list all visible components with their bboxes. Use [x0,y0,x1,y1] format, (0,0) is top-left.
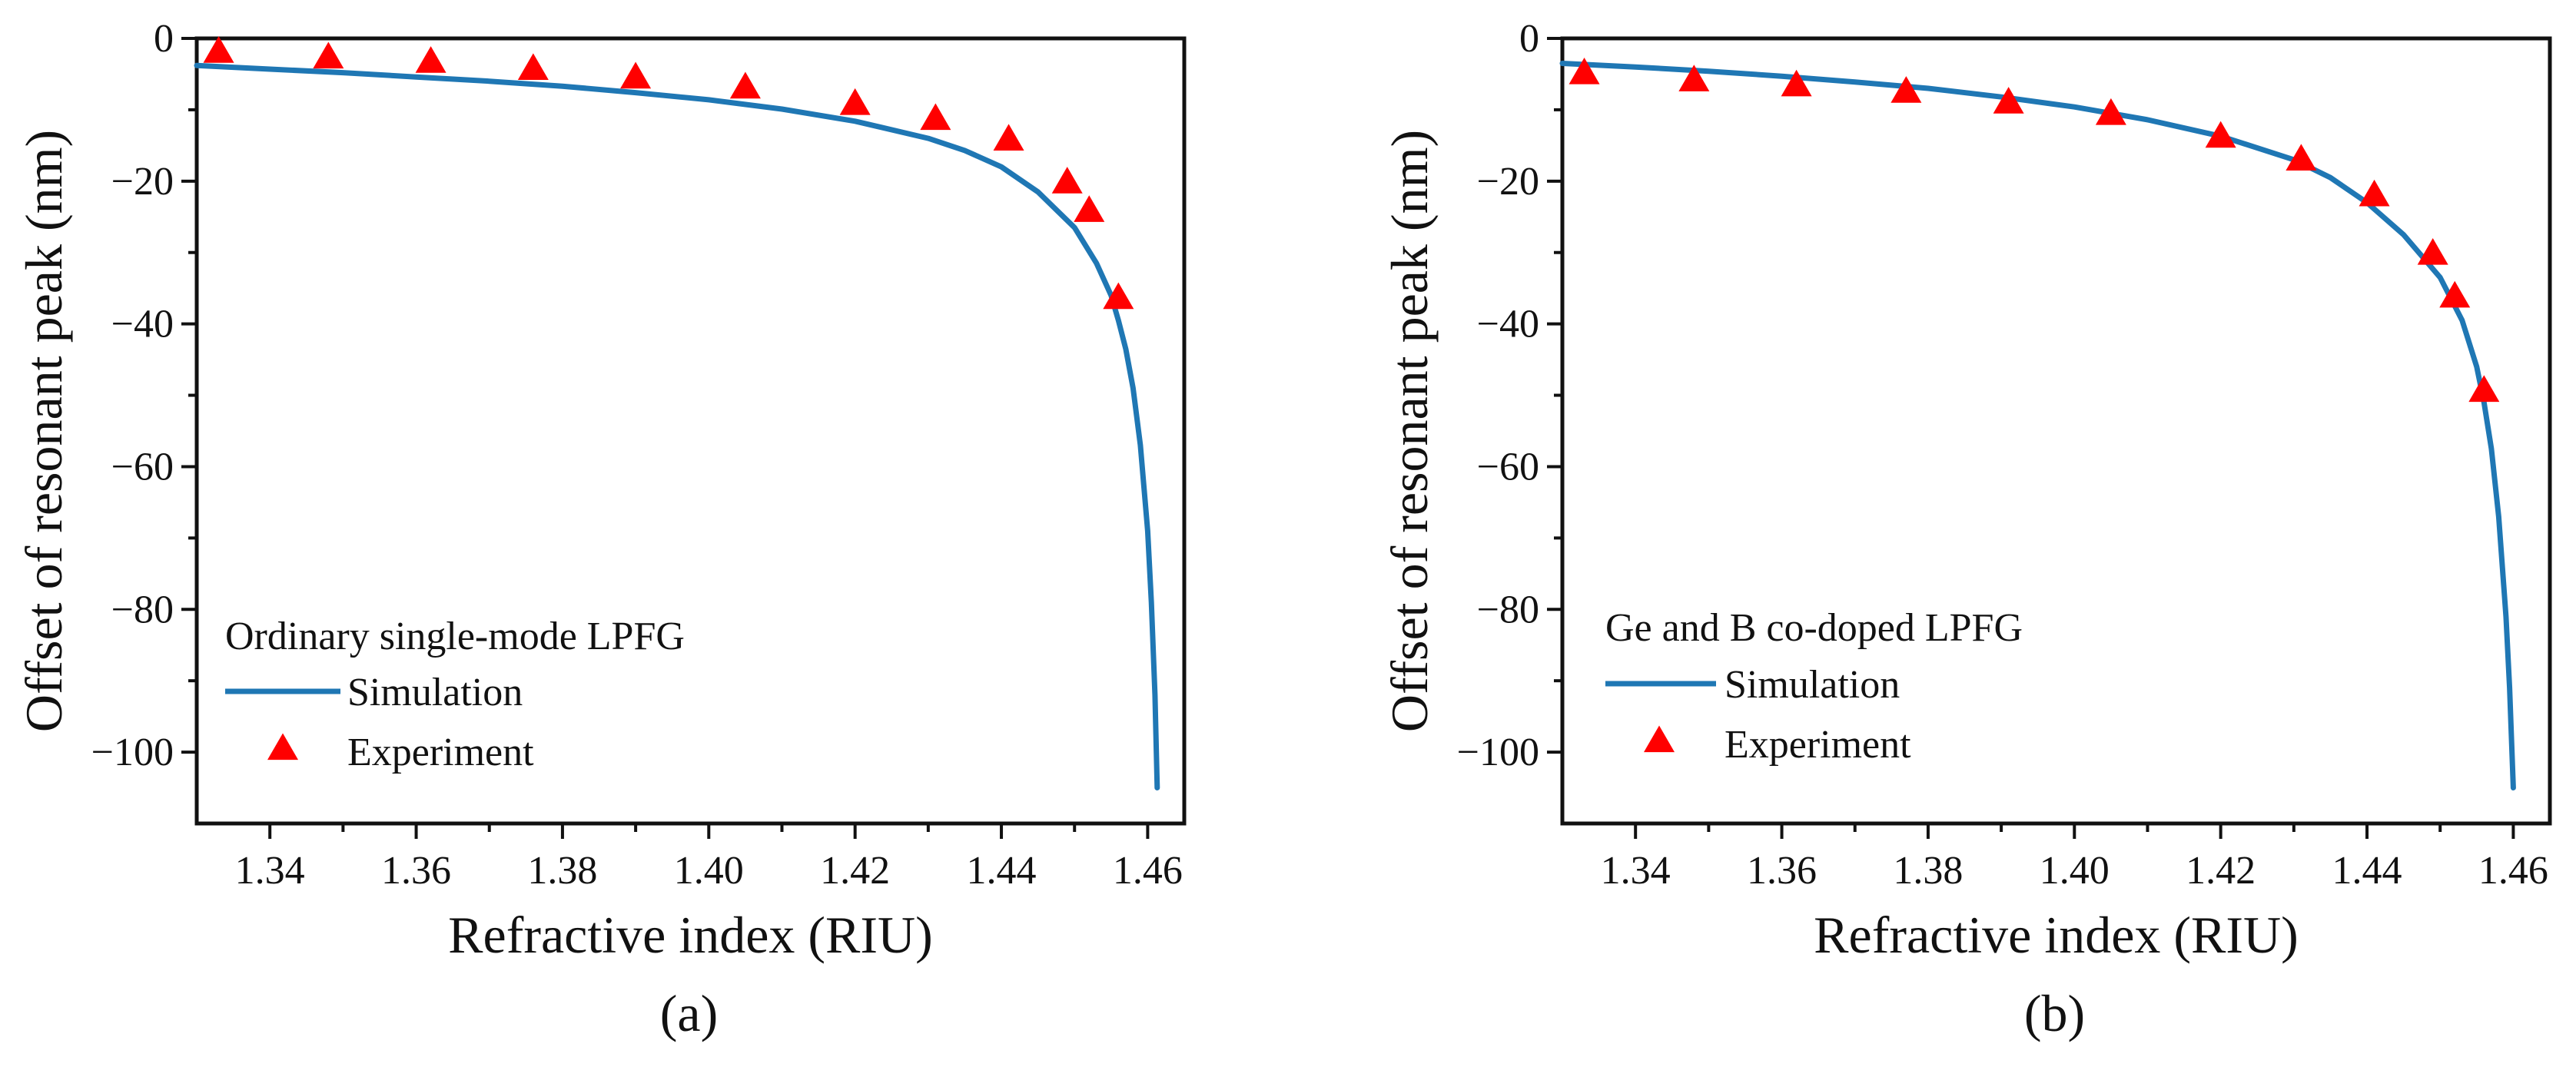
experiment-point-b [2286,144,2317,171]
experiment-point-a [839,88,871,115]
legend-triangle-swatch-a [267,733,298,760]
experiment-point-b [1993,87,2024,114]
experiment-point-a [313,41,344,69]
x-tick-label-b: 1.36 [1747,849,1817,893]
y-tick-label-a: −60 [111,445,174,489]
legend-experiment-label-a: Experiment [347,731,534,774]
experiment-point-a [517,53,549,81]
experiment-point-a [620,61,652,89]
y-tick-label-b: 0 [1519,17,1539,61]
x-tick-label-a: 1.36 [381,849,451,893]
y-tick-label-a: −20 [111,160,174,204]
y-tick-label-b: −60 [1477,445,1539,489]
panel-label-b: (b) [2024,984,2085,1042]
y-tick-label-a: 0 [154,17,174,61]
y-tick-label-b: −40 [1477,303,1539,346]
experiment-point-b [1891,76,1922,103]
experiment-point-b [1678,65,1710,91]
experiment-point-b [2359,179,2390,207]
y-axis-label-a: Offset of resonant peak (nm) [15,130,73,732]
legend-title-a: Ordinary single-mode LPFG [225,615,685,658]
x-tick-label-a: 1.42 [820,849,890,893]
x-tick-label-b: 1.34 [1601,849,1671,893]
x-tick-label-b: 1.44 [2332,849,2402,893]
panel-label-a: (a) [660,984,718,1042]
plot-frame-b [1560,36,2552,826]
x-axis-label-b: Refractive index (RIU) [1814,906,2299,964]
x-tick-label-a: 1.38 [527,849,597,893]
experiment-point-b [2095,98,2126,125]
experiment-point-a [993,124,1024,151]
experiment-point-a [1051,167,1083,194]
y-tick-label-b: −100 [1457,731,1539,774]
plot-frame-a [194,36,1187,826]
x-tick-label-a: 1.40 [674,849,744,893]
x-tick-label-b: 1.40 [2040,849,2110,893]
experiment-point-a [203,36,234,63]
simulation-line-b [1559,61,2516,790]
experiment-point-b [2417,238,2448,265]
simulation-line-a [194,62,1160,790]
x-tick-label-b: 1.42 [2186,849,2256,893]
chart-panel-a: 1.34 1.36 1.38 1.40 1.42 1.44 1.46 0 −20 −40 −60 −8… [15,17,1187,1042]
y-tick-label-a: −100 [91,731,174,774]
experiment-point-b [1569,57,1600,84]
chart-panel-b: 1.34 1.36 1.38 1.40 1.42 1.44 1.46 0 −20 −40 −60 −8… [1380,17,2552,1042]
legend-title-b: Ge and B co-doped LPFG [1605,606,2023,650]
experiment-point-b [2439,280,2471,308]
experiment-point-b [2205,121,2236,148]
experiment-point-b [2468,375,2500,403]
x-tick-label-a: 1.44 [967,849,1037,893]
x-tick-label-a: 1.34 [235,849,305,893]
legend-triangle-swatch-b [1644,725,1675,753]
x-tick-label-b: 1.46 [2478,849,2548,893]
legend-simulation-label-a: Simulation [347,671,523,714]
experiment-point-a [415,46,446,73]
x-tick-label-a: 1.46 [1113,849,1183,893]
legend-simulation-label-b: Simulation [1725,663,1900,707]
experiment-point-a [1103,282,1134,310]
y-tick-label-b: −20 [1477,160,1539,204]
experiment-point-a [1074,195,1105,222]
x-tick-label-b: 1.38 [1893,849,1963,893]
x-axis-label-a: Refractive index (RIU) [448,906,933,964]
y-tick-label-b: −80 [1477,588,1539,631]
experiment-point-a [920,103,951,131]
legend-experiment-label-b: Experiment [1725,723,1911,767]
y-tick-label-a: −40 [111,303,174,346]
y-axis-label-b: Offset of resonant peak (nm) [1380,130,1439,732]
y-tick-label-a: −80 [111,588,174,631]
experiment-point-a [729,71,761,99]
experiment-point-b [1781,69,1812,97]
